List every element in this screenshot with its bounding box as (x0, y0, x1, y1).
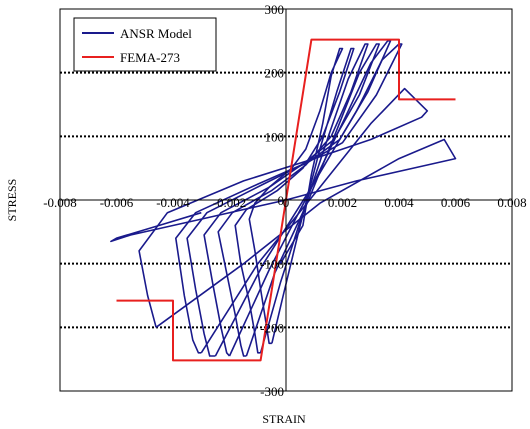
legend-box (73, 17, 217, 72)
x-tick-label: 0.006 (441, 195, 471, 210)
axes (59, 8, 513, 392)
x-tick-label: 0.002 (328, 195, 357, 210)
x-tick-label: -0.006 (100, 195, 134, 210)
series-0-line-2 (217, 43, 369, 357)
series-0-line-5 (175, 43, 403, 357)
x-tick-label: 0.008 (497, 195, 526, 210)
y-tick-label: 300 (265, 2, 285, 17)
legend: ANSR Model FEMA-273 (73, 17, 217, 72)
x-axis-title: STRAIN (262, 412, 306, 426)
x-tick-label: 0.004 (384, 195, 414, 210)
legend-label-1: FEMA-273 (120, 50, 180, 65)
tick-labels: -0.008 -0.006 -0.004 -0.002 0 0.002 0.004 0.006… (43, 2, 526, 399)
series-0-line-6 (138, 87, 429, 354)
x-tick-label: -0.004 (156, 195, 190, 210)
y-tick-label: 200 (265, 66, 285, 81)
x-tick-label: 0 (283, 195, 290, 210)
y-tick-label: 100 (265, 129, 285, 144)
legend-label-0: ANSR Model (120, 26, 192, 41)
y-tick-label: -300 (260, 384, 284, 399)
y-tick-label: -200 (260, 320, 284, 335)
x-tick-label: -0.002 (213, 195, 247, 210)
y-axis-title: STRESS (5, 179, 19, 222)
series-0-line-1 (234, 47, 355, 354)
series-0-line-7 (110, 138, 457, 328)
x-tick-label: -0.008 (43, 195, 77, 210)
y-tick-label: 0 (278, 193, 285, 208)
y-tick-label: -100 (260, 257, 284, 272)
